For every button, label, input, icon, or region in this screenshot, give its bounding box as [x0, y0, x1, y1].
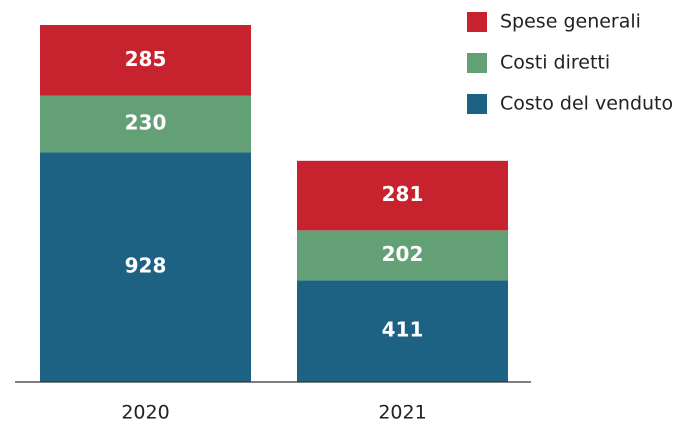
bar-segment: [297, 230, 508, 281]
data-label: 202: [382, 242, 424, 266]
legend-label: Costo del venduto: [500, 93, 673, 115]
bar-segment: [297, 280, 508, 382]
data-label: 230: [125, 110, 167, 134]
data-label: 281: [382, 182, 424, 206]
bar-segment: [297, 160, 508, 231]
legend-swatch: [467, 94, 487, 114]
x-tick-label: 2021: [378, 402, 426, 424]
legend-label: Costi diretti: [500, 52, 610, 74]
bar-segment: [40, 25, 251, 96]
data-label: 285: [125, 47, 167, 71]
bar-segment: [40, 152, 251, 382]
legend-swatch: [467, 12, 487, 32]
data-label: 928: [125, 254, 167, 278]
data-label: 411: [382, 318, 424, 342]
x-tick-label: 2020: [121, 402, 169, 424]
bar-segment: [40, 95, 251, 153]
legend-label: Spese generali: [500, 11, 641, 33]
legend-swatch: [467, 53, 487, 73]
